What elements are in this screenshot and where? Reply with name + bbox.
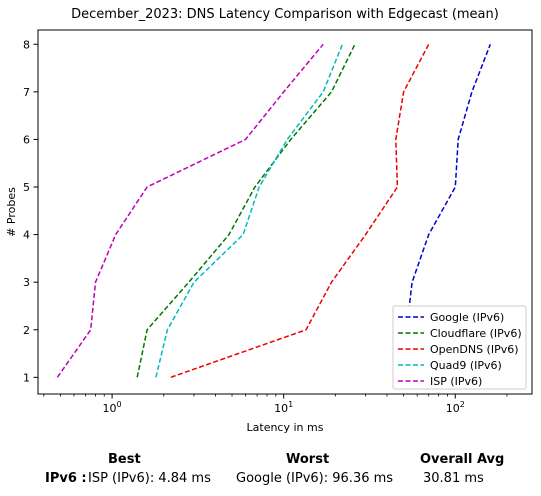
y-tick-label: 6 — [23, 133, 30, 146]
legend-label-isp-ipv6: ISP (IPv6) — [430, 375, 482, 388]
y-tick-label: 3 — [23, 276, 30, 289]
y-tick-label: 4 — [23, 229, 30, 242]
chart-title: December_2023: DNS Latency Comparison wi… — [71, 7, 499, 22]
summary-avg-value: 30.81 ms — [423, 471, 484, 486]
series-line-cloudflare-ipv6 — [136, 43, 356, 378]
legend-label-opendns-ipv6: OpenDNS (IPv6) — [430, 343, 519, 356]
y-axis-label: # Probes — [5, 187, 18, 237]
y-tick-label: 8 — [23, 38, 30, 51]
summary-row-label: IPv6 : — [45, 471, 87, 486]
x-tick-label: 101 — [274, 400, 293, 415]
x-tick-label-exponent: 2 — [460, 400, 465, 409]
summary-best-value: ISP (IPv6): 4.84 ms — [88, 471, 211, 486]
series-line-quad9-ipv6 — [155, 44, 344, 378]
y-axis-ticks: 1 2 3 4 5 6 7 8 — [23, 38, 38, 384]
legend-label-google-ipv6: Google (IPv6) — [430, 311, 504, 324]
x-tick-label: 100 — [103, 400, 122, 415]
x-minor-ticks — [43, 394, 508, 397]
x-tick-label-exponent: 0 — [117, 400, 122, 409]
latency-chart: December_2023: DNS Latency Comparison wi… — [5, 7, 533, 434]
x-tick-label: 102 — [446, 400, 465, 415]
summary-header-worst: Worst — [286, 452, 330, 467]
legend-entries: Google (IPv6) Cloudflare (IPv6) OpenDNS (I… — [398, 311, 522, 388]
summary-header-overall-avg: Overall Avg — [420, 452, 505, 467]
x-axis-ticks: 100 101 102 — [103, 394, 465, 415]
summary-worst-value: Google (IPv6): 96.36 ms — [236, 471, 394, 486]
y-tick-label: 1 — [23, 371, 30, 384]
y-tick-label: 7 — [23, 86, 30, 99]
plot-frame — [37, 29, 533, 395]
summary-header-best: Best — [108, 452, 141, 467]
legend-box — [392, 305, 527, 390]
legend-label-cloudflare-ipv6: Cloudflare (IPv6) — [430, 327, 522, 340]
x-axis-label: Latency in ms — [247, 421, 324, 434]
legend-label-quad9-ipv6: Quad9 (IPv6) — [430, 359, 502, 372]
x-tick-label-exponent: 1 — [288, 400, 293, 409]
y-tick-label: 5 — [23, 181, 30, 194]
series-line-isp-ipv6 — [56, 43, 324, 378]
y-tick-label: 2 — [23, 324, 30, 337]
legend: Google (IPv6) Cloudflare (IPv6) OpenDNS (I… — [392, 305, 527, 390]
series-line-opendns-ipv6 — [170, 43, 430, 379]
